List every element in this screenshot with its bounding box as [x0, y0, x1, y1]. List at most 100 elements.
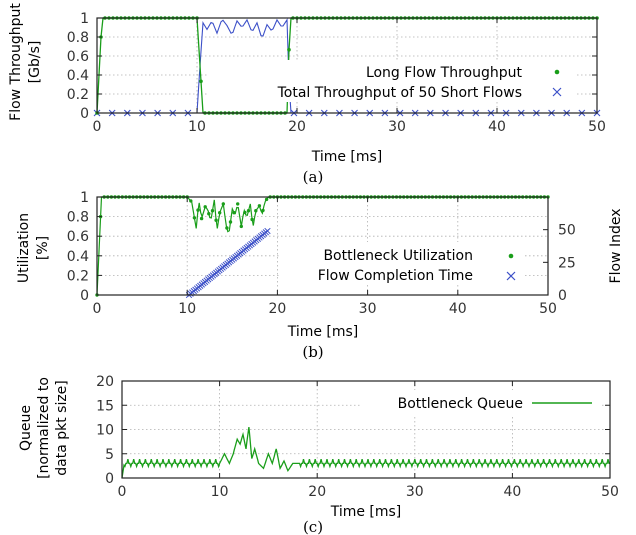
y-tick-label-a: 0.6 — [67, 49, 89, 65]
y-tick-label-b: 0.8 — [67, 210, 89, 226]
x-tick-label-c: 20 — [308, 484, 326, 500]
bottleneck-utilization-point — [254, 209, 258, 213]
x-tick-label-c: 40 — [503, 484, 521, 500]
bottleneck-utilization-point — [228, 220, 233, 224]
bottleneck-utilization-point — [264, 197, 269, 202]
bottleneck-utilization-point — [239, 224, 243, 229]
x-tick-label-c: 10 — [211, 484, 229, 500]
y-tick-label-a: 0.2 — [67, 87, 89, 103]
bottleneck-queue-line — [121, 427, 610, 479]
x-tick-label-a: 40 — [488, 119, 506, 135]
series-c — [121, 427, 610, 479]
x-tick-label-c: 30 — [406, 484, 424, 500]
bottleneck-utilization-point — [257, 204, 262, 208]
bottleneck-utilization-point — [250, 217, 254, 222]
x-tick-label-a: 10 — [188, 119, 206, 135]
y-axis-label-b: Utilization [%] — [16, 213, 51, 283]
x-tick-label-a: 20 — [288, 119, 306, 135]
legend-a-marker-1 — [554, 69, 560, 75]
y-axis-label-a-line1: Flow Throughput — [8, 3, 24, 121]
y-axis-label-c: Queue [normalized to data pkt size] — [18, 377, 70, 479]
x-tick-label-b: 30 — [359, 301, 377, 317]
legend-a-background — [207, 60, 577, 102]
legend-a-entry-1: Long Flow Throughput — [366, 65, 523, 81]
y2-axis-label-b: Flow Index — [608, 209, 624, 284]
x-axis-label-a: Time [ms] — [311, 149, 383, 165]
x-tick-label-c: 0 — [118, 484, 127, 500]
x-tick-label-b: 40 — [449, 301, 467, 317]
y-axis-label-c-line1: Queue — [18, 405, 34, 451]
y-tick-label-a: 0 — [80, 106, 89, 122]
bottleneck-utilization-point — [203, 205, 207, 209]
x-tick-label-b: 10 — [178, 301, 196, 317]
caption-b: (b) — [302, 343, 323, 361]
bottleneck-utilization-point — [225, 226, 229, 230]
bottleneck-utilization-point — [261, 208, 265, 213]
y2-tick-label-b: 50 — [558, 223, 576, 239]
y-axis-label-b-line1: Utilization — [16, 213, 32, 283]
legend-a-entry-2: Total Throughput of 50 Short Flows — [277, 85, 522, 101]
y-tick-label-b: 0.2 — [67, 268, 89, 284]
x-tick-label-b: 50 — [539, 301, 557, 317]
y-tick-label-b: 0.6 — [67, 229, 89, 245]
x-tick-label-a: 0 — [93, 119, 102, 135]
bottleneck-utilization-point — [196, 208, 200, 212]
bottleneck-utilization-point — [221, 202, 225, 206]
y-tick-label-b: 0.4 — [67, 249, 89, 265]
caption-c: (c) — [303, 518, 323, 535]
legend-b-entry-1: Bottleneck Utilization — [323, 248, 473, 264]
bottleneck-utilization-point — [236, 202, 240, 206]
y2-tick-label-b: 25 — [558, 255, 576, 271]
y-tick-label-a: 1 — [80, 11, 89, 27]
y-tick-label-c: 15 — [96, 398, 114, 414]
x-tick-label-a: 50 — [588, 119, 606, 135]
x-tick-label-a: 30 — [388, 119, 406, 135]
bottleneck-utilization-point — [192, 216, 197, 220]
x-tick-label-b: 0 — [93, 301, 102, 317]
legend-c-entry-1: Bottleneck Queue — [398, 396, 523, 412]
y-axis-label-b-line2: [%] — [35, 236, 51, 260]
bottleneck-utilization-point — [218, 211, 222, 215]
legend-b-marker-1 — [508, 253, 514, 259]
x-tick-label-b: 20 — [268, 301, 286, 317]
y-tick-label-c: 0 — [105, 471, 114, 487]
long-flow-throughput-point — [199, 79, 203, 84]
bottleneck-utilization-point — [214, 218, 218, 222]
bottleneck-utilization-point — [210, 209, 215, 213]
y-axis-label-c-line3: data pkt size] — [54, 380, 70, 476]
x-axis-label-c: Time [ms] — [330, 504, 402, 520]
bottleneck-utilization-point — [189, 199, 193, 203]
ticks-c: 0 10 20 30 40 50 0 5 10 15 20 — [96, 374, 619, 500]
long-flow-throughput-point — [287, 47, 291, 52]
y-axis-label-a-line2: [Gb/s] — [27, 41, 43, 84]
x-axis-label-b: Time [ms] — [287, 324, 359, 340]
bottleneck-utilization-point — [232, 211, 236, 215]
y-tick-label-c: 10 — [96, 423, 114, 439]
y-axis-label-a: Flow Throughput [Gb/s] — [8, 3, 43, 121]
legend-a-marker-2 — [552, 87, 562, 97]
flow-completion-marker — [264, 227, 271, 235]
y-tick-label-b: 0 — [80, 288, 89, 304]
legend-b-entry-2: Flow Completion Time — [318, 268, 473, 284]
bottleneck-utilization-point — [246, 209, 251, 213]
panel-c: 0 10 20 30 40 50 0 5 10 15 20 Queue [normalized to… — [18, 374, 619, 535]
caption-a: (a) — [303, 168, 324, 186]
legend-b-marker-2 — [506, 271, 516, 281]
plot-frame-b — [96, 196, 549, 296]
bottleneck-utilization-point — [199, 216, 204, 221]
legend-b-background — [280, 242, 525, 284]
bottleneck-utilization-point — [243, 210, 247, 215]
y-axis-label-c-line2: [normalized to — [36, 377, 52, 479]
y-tick-label-c: 5 — [105, 447, 114, 463]
y-tick-label-a: 0.8 — [67, 30, 89, 46]
y-tick-label-b: 1 — [80, 190, 89, 206]
y2-tick-label-b: 0 — [558, 288, 567, 304]
x-tick-label-c: 50 — [601, 484, 619, 500]
y-tick-label-c: 20 — [96, 374, 114, 390]
bottleneck-utilization-point — [207, 212, 211, 216]
